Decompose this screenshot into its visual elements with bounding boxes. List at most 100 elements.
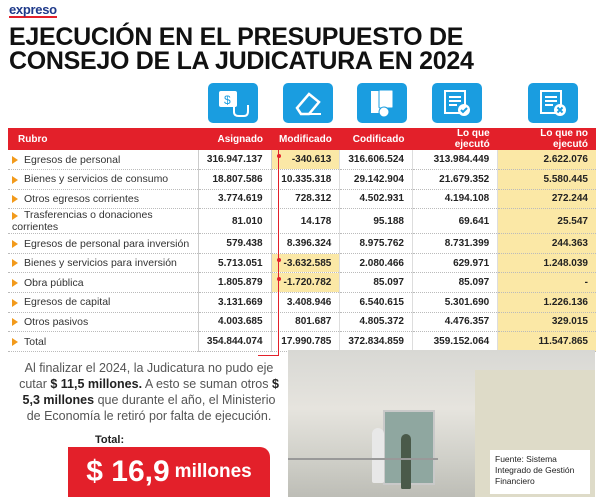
bullet-icon: [12, 278, 18, 287]
cell-text: 579.438: [226, 238, 263, 250]
cell-text: Trasferencias o donaciones corrientes: [12, 209, 153, 234]
rubro-cell: Egresos de capital: [8, 292, 199, 313]
no-ejecutado-cell: 11.547.865: [497, 331, 596, 352]
cell-text: 18.807.586: [212, 173, 263, 185]
cell-text: Total: [24, 335, 47, 348]
modificado-cell: 8.396.324: [271, 233, 341, 254]
title-line-1: EJECUCIÓN EN EL PRESUPUESTO DE: [9, 23, 464, 51]
cell-text: 85.097: [373, 277, 404, 289]
cell-text: 272.244: [551, 193, 588, 205]
rubro-cell: Obra pública: [8, 272, 199, 294]
rubro-cell: Bienes y servicios de consumo: [8, 169, 199, 190]
ejecutado-cell: 359.152.064: [412, 331, 499, 352]
cell-text: 728.312: [295, 193, 332, 205]
cell-text: 359.152.064: [433, 336, 490, 348]
cell-text: 95.188: [373, 215, 404, 227]
asignado-cell: 1.805.879: [198, 272, 272, 294]
cell-text: 2.080.466: [359, 257, 404, 269]
asignado-cell: 4.003.685: [198, 312, 272, 333]
codificado-cell: 85.097: [339, 272, 413, 294]
ejecutado-cell: 629.971: [412, 253, 499, 274]
cell-text: 2.622.076: [543, 154, 589, 166]
no-ejecutado-cell: -: [497, 272, 596, 294]
modificado-cell: -1.720.782: [271, 272, 341, 294]
calculator-document-icon: [357, 83, 407, 123]
column-header: Asignado: [198, 128, 272, 150]
cell-text: Otros egresos corrientes: [24, 192, 139, 205]
cell-text: -1.720.782: [283, 277, 332, 289]
asignado-cell: 3.774.619: [198, 189, 272, 210]
source-caption: Fuente: Sistema Integrado de Gestión Fin…: [490, 450, 590, 494]
cell-text: 313.984.449: [433, 154, 490, 166]
asignado-cell: 3.131.669: [198, 292, 272, 313]
rubro-cell: Egresos de personal: [8, 150, 199, 171]
asignado-cell: 354.844.074: [198, 331, 272, 352]
no-ejecutado-cell: 329.015: [497, 312, 596, 333]
asignado-cell: 579.438: [198, 233, 272, 254]
column-header: Lo que no ejecutó: [497, 128, 596, 150]
cell-text: Bienes y servicios para inversión: [24, 257, 177, 270]
bullet-icon: [12, 337, 18, 346]
column-header: Lo que ejecutó: [412, 128, 498, 150]
codificado-cell: 4.502.931: [339, 189, 413, 210]
modificado-cell: 14.178: [271, 208, 341, 235]
money-touch-icon: $: [208, 83, 258, 123]
bullet-icon: [12, 298, 18, 307]
table-row: Otros egresos corrientes 3.774.619 728.312…: [8, 189, 596, 210]
ejecutado-cell: 4.476.357: [412, 312, 499, 333]
codificado-cell: 8.975.762: [339, 233, 413, 254]
no-ejecutado-cell: 244.363: [497, 233, 596, 254]
eraser-icon: [283, 83, 333, 123]
cell-text: 4.194.108: [444, 193, 490, 205]
codificado-cell: 2.080.466: [339, 253, 413, 274]
table-row: Egresos de personal 316.947.137 -340.613 31…: [8, 150, 596, 171]
no-ejecutado-cell: 25.547: [497, 208, 596, 235]
rubro-cell: Egresos de personal para inversión: [8, 233, 199, 254]
modificado-cell: 10.335.318: [271, 169, 341, 190]
ejecutado-cell: 85.097: [412, 272, 499, 294]
cell-text: 10.335.318: [281, 173, 332, 185]
codificado-cell: 4.805.372: [339, 312, 413, 333]
cell-text: 81.010: [231, 215, 263, 227]
cell-text: 316.947.137: [206, 154, 263, 166]
modificado-cell: 801.687: [271, 312, 341, 333]
cell-text: 8.975.762: [359, 238, 404, 250]
modificado-cell: 728.312: [271, 189, 341, 210]
codificado-cell: 372.834.859: [339, 331, 413, 352]
no-ejecutado-cell: 1.248.039: [497, 253, 596, 274]
no-ejecutado-cell: 1.226.136: [497, 292, 596, 313]
ejecutado-cell: 69.641: [412, 208, 499, 235]
cell-text: 3.408.946: [286, 296, 332, 308]
cell-text: 8.731.399: [444, 238, 490, 250]
cell-text: 21.679.352: [439, 173, 490, 185]
cell-text: 5.580.445: [543, 173, 589, 185]
total-box: $ 16,9 millones: [68, 447, 270, 497]
cell-text: 5.713.051: [218, 257, 263, 269]
cell-text: 1.805.879: [218, 277, 263, 289]
table-row: Egresos de capital 3.131.669 3.408.946 6.54…: [8, 292, 596, 313]
rubro-cell: Total: [8, 331, 199, 352]
cell-text: 4.502.931: [359, 193, 404, 205]
table-row: Obra pública 1.805.879 -1.720.782 85.097 85.…: [8, 272, 596, 294]
budget-table: Rubro Asignado Modificado Codificado Lo que …: [8, 128, 596, 352]
cell-text: 4.476.357: [444, 316, 490, 328]
cell-text: -340.613: [291, 154, 332, 166]
ejecutado-cell: 313.984.449: [412, 150, 499, 171]
table-row: Egresos de personal para inversión 579.43…: [8, 233, 596, 254]
cell-text: 3.131.669: [218, 296, 263, 308]
cell-text: 85.097: [458, 277, 490, 289]
rubro-cell: Otros pasivos: [8, 312, 199, 333]
column-header: Rubro: [8, 128, 199, 150]
connector-line: [258, 355, 279, 356]
document-check-icon: [432, 83, 482, 123]
cell-text: -: [584, 277, 588, 289]
ejecutado-cell: 4.194.108: [412, 189, 499, 210]
document-x-icon: [528, 83, 578, 123]
total-unit: millones: [174, 461, 252, 482]
rubro-cell: Trasferencias o donaciones corrientes: [8, 208, 199, 235]
cell-text: 372.834.859: [348, 336, 404, 348]
svg-text:$: $: [224, 93, 231, 107]
cell-text: 14.178: [300, 215, 332, 227]
asignado-cell: 5.713.051: [198, 253, 272, 274]
codificado-cell: 29.142.904: [339, 169, 413, 190]
